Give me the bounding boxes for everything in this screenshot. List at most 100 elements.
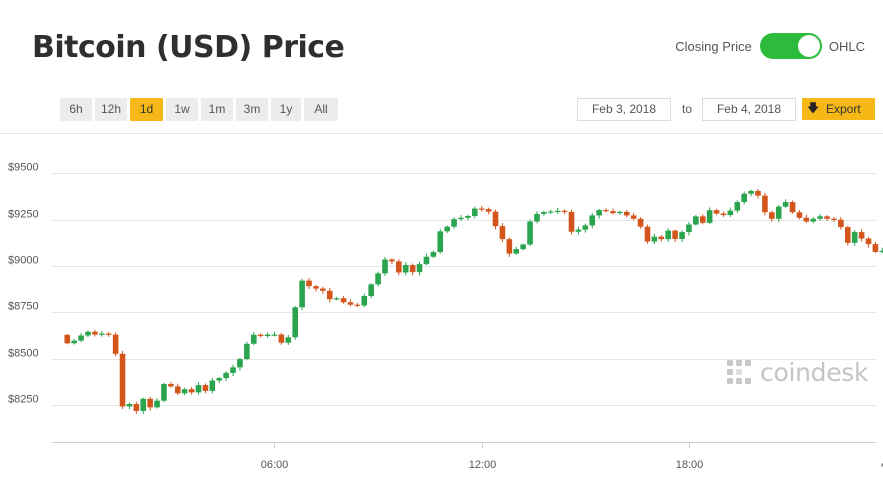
date-to-input[interactable]: Feb 4, 2018 <box>702 98 796 121</box>
candle-body <box>699 216 706 223</box>
candle-body <box>803 217 810 222</box>
candle-body <box>99 333 105 335</box>
candle-body <box>748 190 754 194</box>
candle-body <box>368 284 374 297</box>
candle-body <box>340 298 347 303</box>
closing-price-label[interactable]: Closing Price <box>675 38 752 54</box>
candle-body <box>547 211 554 213</box>
range-button-1m[interactable]: 1m <box>201 98 233 121</box>
candle-body <box>209 380 216 391</box>
candle-body <box>112 334 119 354</box>
range-button-1y[interactable]: 1y <box>271 98 301 121</box>
candle-body <box>257 334 264 337</box>
candle-body <box>782 202 789 207</box>
candle-body <box>126 404 133 407</box>
candle-body <box>858 232 865 239</box>
candle-body <box>105 333 112 335</box>
candle-body <box>389 259 395 262</box>
candle-body <box>775 206 782 219</box>
candle-body <box>478 208 485 210</box>
watermark-text: coindesk <box>760 358 869 387</box>
export-button[interactable]: 🡇 Export <box>802 98 875 120</box>
toggle-knob <box>797 35 820 57</box>
range-button-1w[interactable]: 1w <box>166 98 198 121</box>
candle-body <box>865 238 872 245</box>
candle-body <box>147 398 153 408</box>
candle-body <box>575 229 582 232</box>
x-tick-label: 18:00 <box>676 459 704 471</box>
candle-body <box>693 216 699 225</box>
candle-body <box>610 211 616 214</box>
candle-body <box>216 378 223 381</box>
candle-body <box>589 215 596 226</box>
candle-body <box>582 225 589 230</box>
candle-body <box>492 211 499 227</box>
candle-body <box>437 231 444 253</box>
page-title: Bitcoin (USD) Price <box>32 30 345 65</box>
candle-body <box>361 296 368 306</box>
candle-body <box>651 236 658 242</box>
coindesk-logo-icon <box>727 359 751 384</box>
candle-body <box>554 210 561 212</box>
candle-body <box>140 398 147 411</box>
candle-body <box>306 280 312 287</box>
range-button-1d[interactable]: 1d <box>130 98 163 121</box>
ohlc-label[interactable]: OHLC <box>828 38 865 54</box>
range-button-12h[interactable]: 12h <box>95 98 127 121</box>
candle-body <box>244 343 250 359</box>
chart-mode-toggle[interactable] <box>759 33 822 59</box>
y-tick-label: $9500 <box>8 162 39 174</box>
candle-body <box>313 286 319 289</box>
candle-body <box>78 335 84 341</box>
candle-body <box>472 208 478 216</box>
candle-body <box>541 212 547 214</box>
date-from-input[interactable]: Feb 3, 2018 <box>577 98 671 121</box>
candle-body <box>333 298 340 300</box>
candle-body <box>561 210 568 212</box>
candle-body <box>769 212 775 219</box>
candle-body <box>603 210 609 212</box>
candle-body <box>596 210 602 216</box>
candle-body <box>741 193 747 203</box>
candle-body <box>817 216 823 219</box>
candle-body <box>851 232 858 243</box>
candle-body <box>402 265 409 273</box>
candle-body <box>423 256 430 265</box>
candle-body <box>506 239 513 254</box>
candle-body <box>672 230 678 239</box>
candle-body <box>174 386 181 394</box>
candle-body <box>534 213 540 222</box>
range-button-3m[interactable]: 3m <box>236 98 268 121</box>
price-chart[interactable]: $8250 $8500 $8750 $9000 $9250 $9500 06:00 12:00… <box>0 140 883 485</box>
candle-body <box>465 215 471 218</box>
candle-body <box>686 224 692 233</box>
y-tick-label: $8500 <box>8 348 39 360</box>
candle-body <box>85 331 91 336</box>
export-button-label: Export <box>826 102 861 116</box>
candle-body <box>416 264 423 273</box>
coindesk-watermark: coindesk <box>726 358 868 387</box>
candle-body <box>720 213 727 216</box>
candle-body <box>188 389 195 393</box>
candle-body <box>326 290 333 300</box>
candle-body <box>347 302 354 305</box>
candle-body <box>527 221 533 245</box>
range-button-6h[interactable]: 6h <box>60 98 92 121</box>
candle-body <box>713 210 720 214</box>
candle-body <box>458 217 464 220</box>
candle-body <box>451 219 457 227</box>
candle-body <box>762 195 768 213</box>
y-tick-label: $8250 <box>8 394 39 406</box>
candle-body <box>168 384 174 387</box>
candle-body <box>271 334 278 336</box>
candle-body <box>382 259 388 274</box>
candle-body <box>230 367 236 373</box>
candle-body <box>665 230 672 240</box>
candle-body <box>568 211 575 232</box>
candle-body <box>299 280 305 308</box>
candle-body <box>872 244 879 252</box>
date-to-label: to <box>682 102 693 116</box>
candle-body <box>838 219 844 228</box>
range-button-all[interactable]: All <box>304 98 338 121</box>
candle-body <box>181 389 188 394</box>
